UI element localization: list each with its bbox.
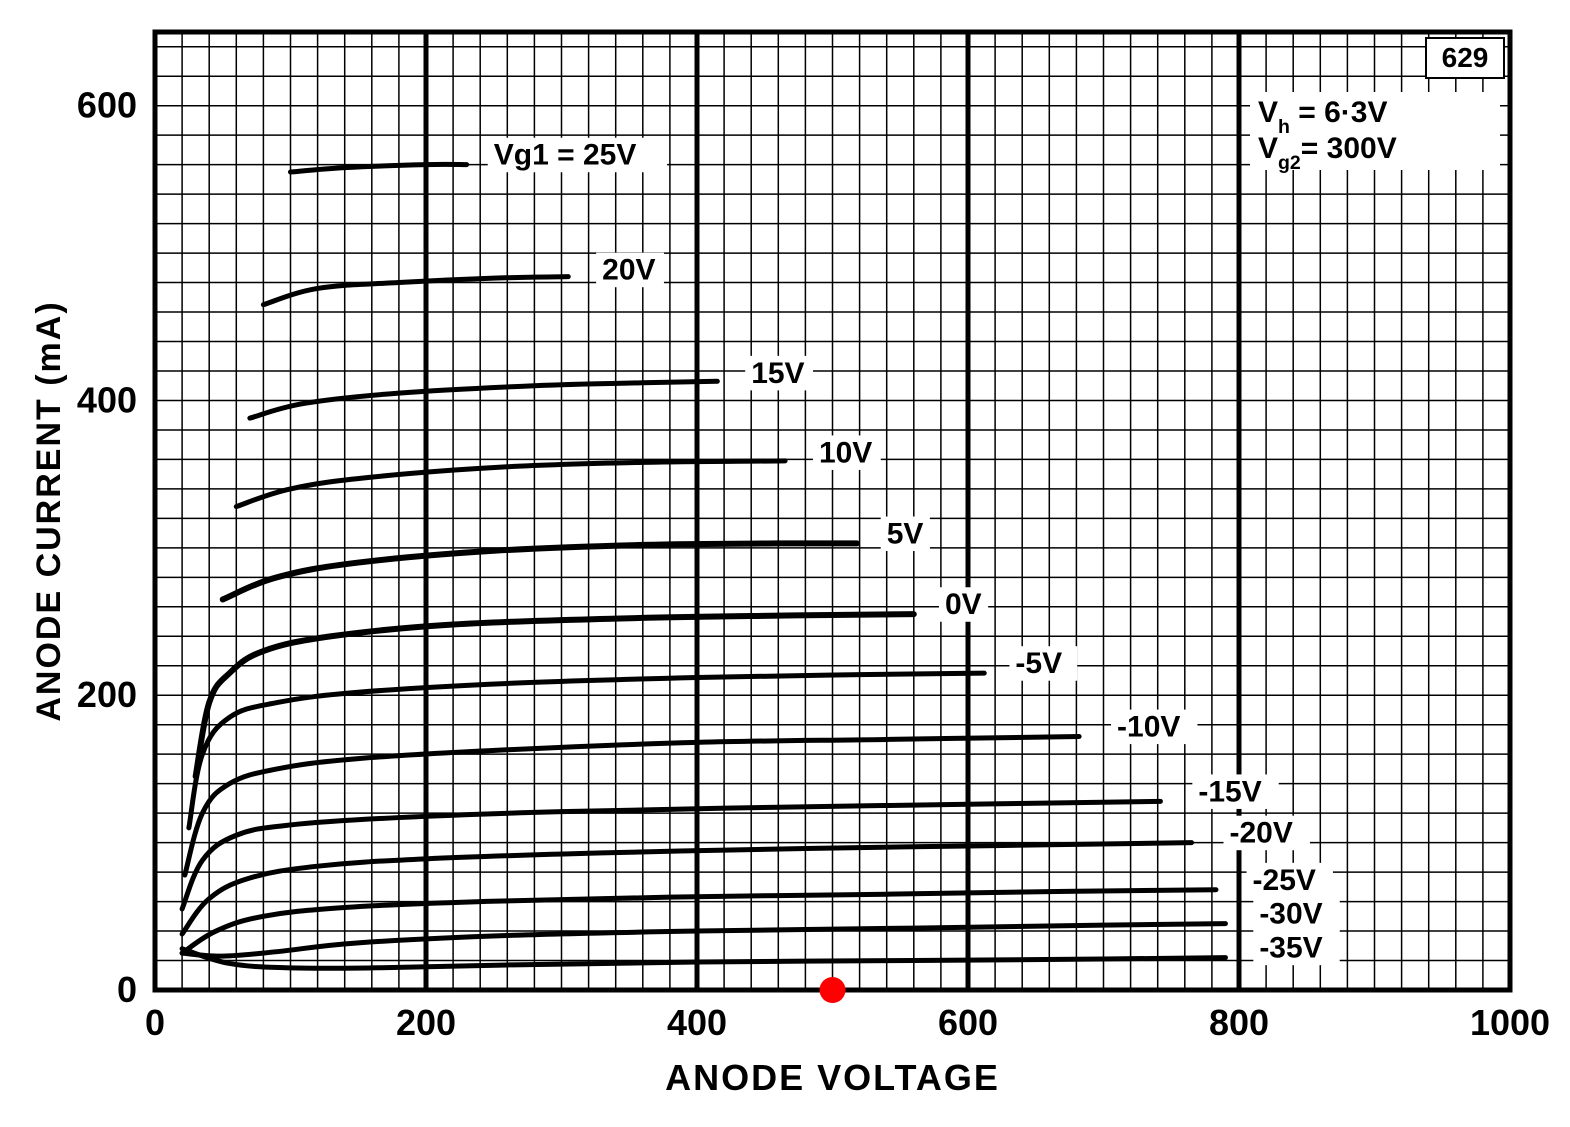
y-tick-label: 200 [77,674,137,715]
y-tick-label: 600 [77,85,137,126]
curve-label: Vg1 = 25V [494,139,637,172]
x-tick-label: 800 [1209,1002,1269,1043]
curve-label: -25V [1253,864,1316,897]
x-tick-label: 1000 [1470,1002,1550,1043]
curve-label: 5V [887,517,924,550]
curve-label: 0V [945,588,982,621]
curve-label: -20V [1230,817,1293,850]
x-tick-label: 600 [938,1002,998,1043]
x-tick-label: 400 [667,1002,727,1043]
x-tick-label: 200 [396,1002,456,1043]
curve-label: -10V [1117,710,1180,743]
anode-characteristics-chart: Vg1 = 25V 20V 15V 10V 5V 0V -5V -10V -15V -20V -25… [0,0,1570,1127]
x-axis-label: ANODE VOLTAGE [665,1057,1000,1098]
y-tick-label: 400 [77,379,137,420]
curve-label: 20V [602,254,655,287]
y-tick-label: 0 [117,969,137,1010]
curve-label: 10V [819,436,872,469]
curve-label: -15V [1198,775,1261,808]
curve-label: 15V [751,357,804,390]
curve-label: -30V [1259,898,1322,931]
marker-dot [820,977,846,1003]
curve-label: -5V [1015,647,1062,680]
corner-box-text: 629 [1442,42,1489,73]
curve-label: -35V [1259,932,1322,965]
x-tick-label: 0 [145,1002,165,1043]
y-axis-label: ANODE CURRENT (mA) [30,300,68,721]
